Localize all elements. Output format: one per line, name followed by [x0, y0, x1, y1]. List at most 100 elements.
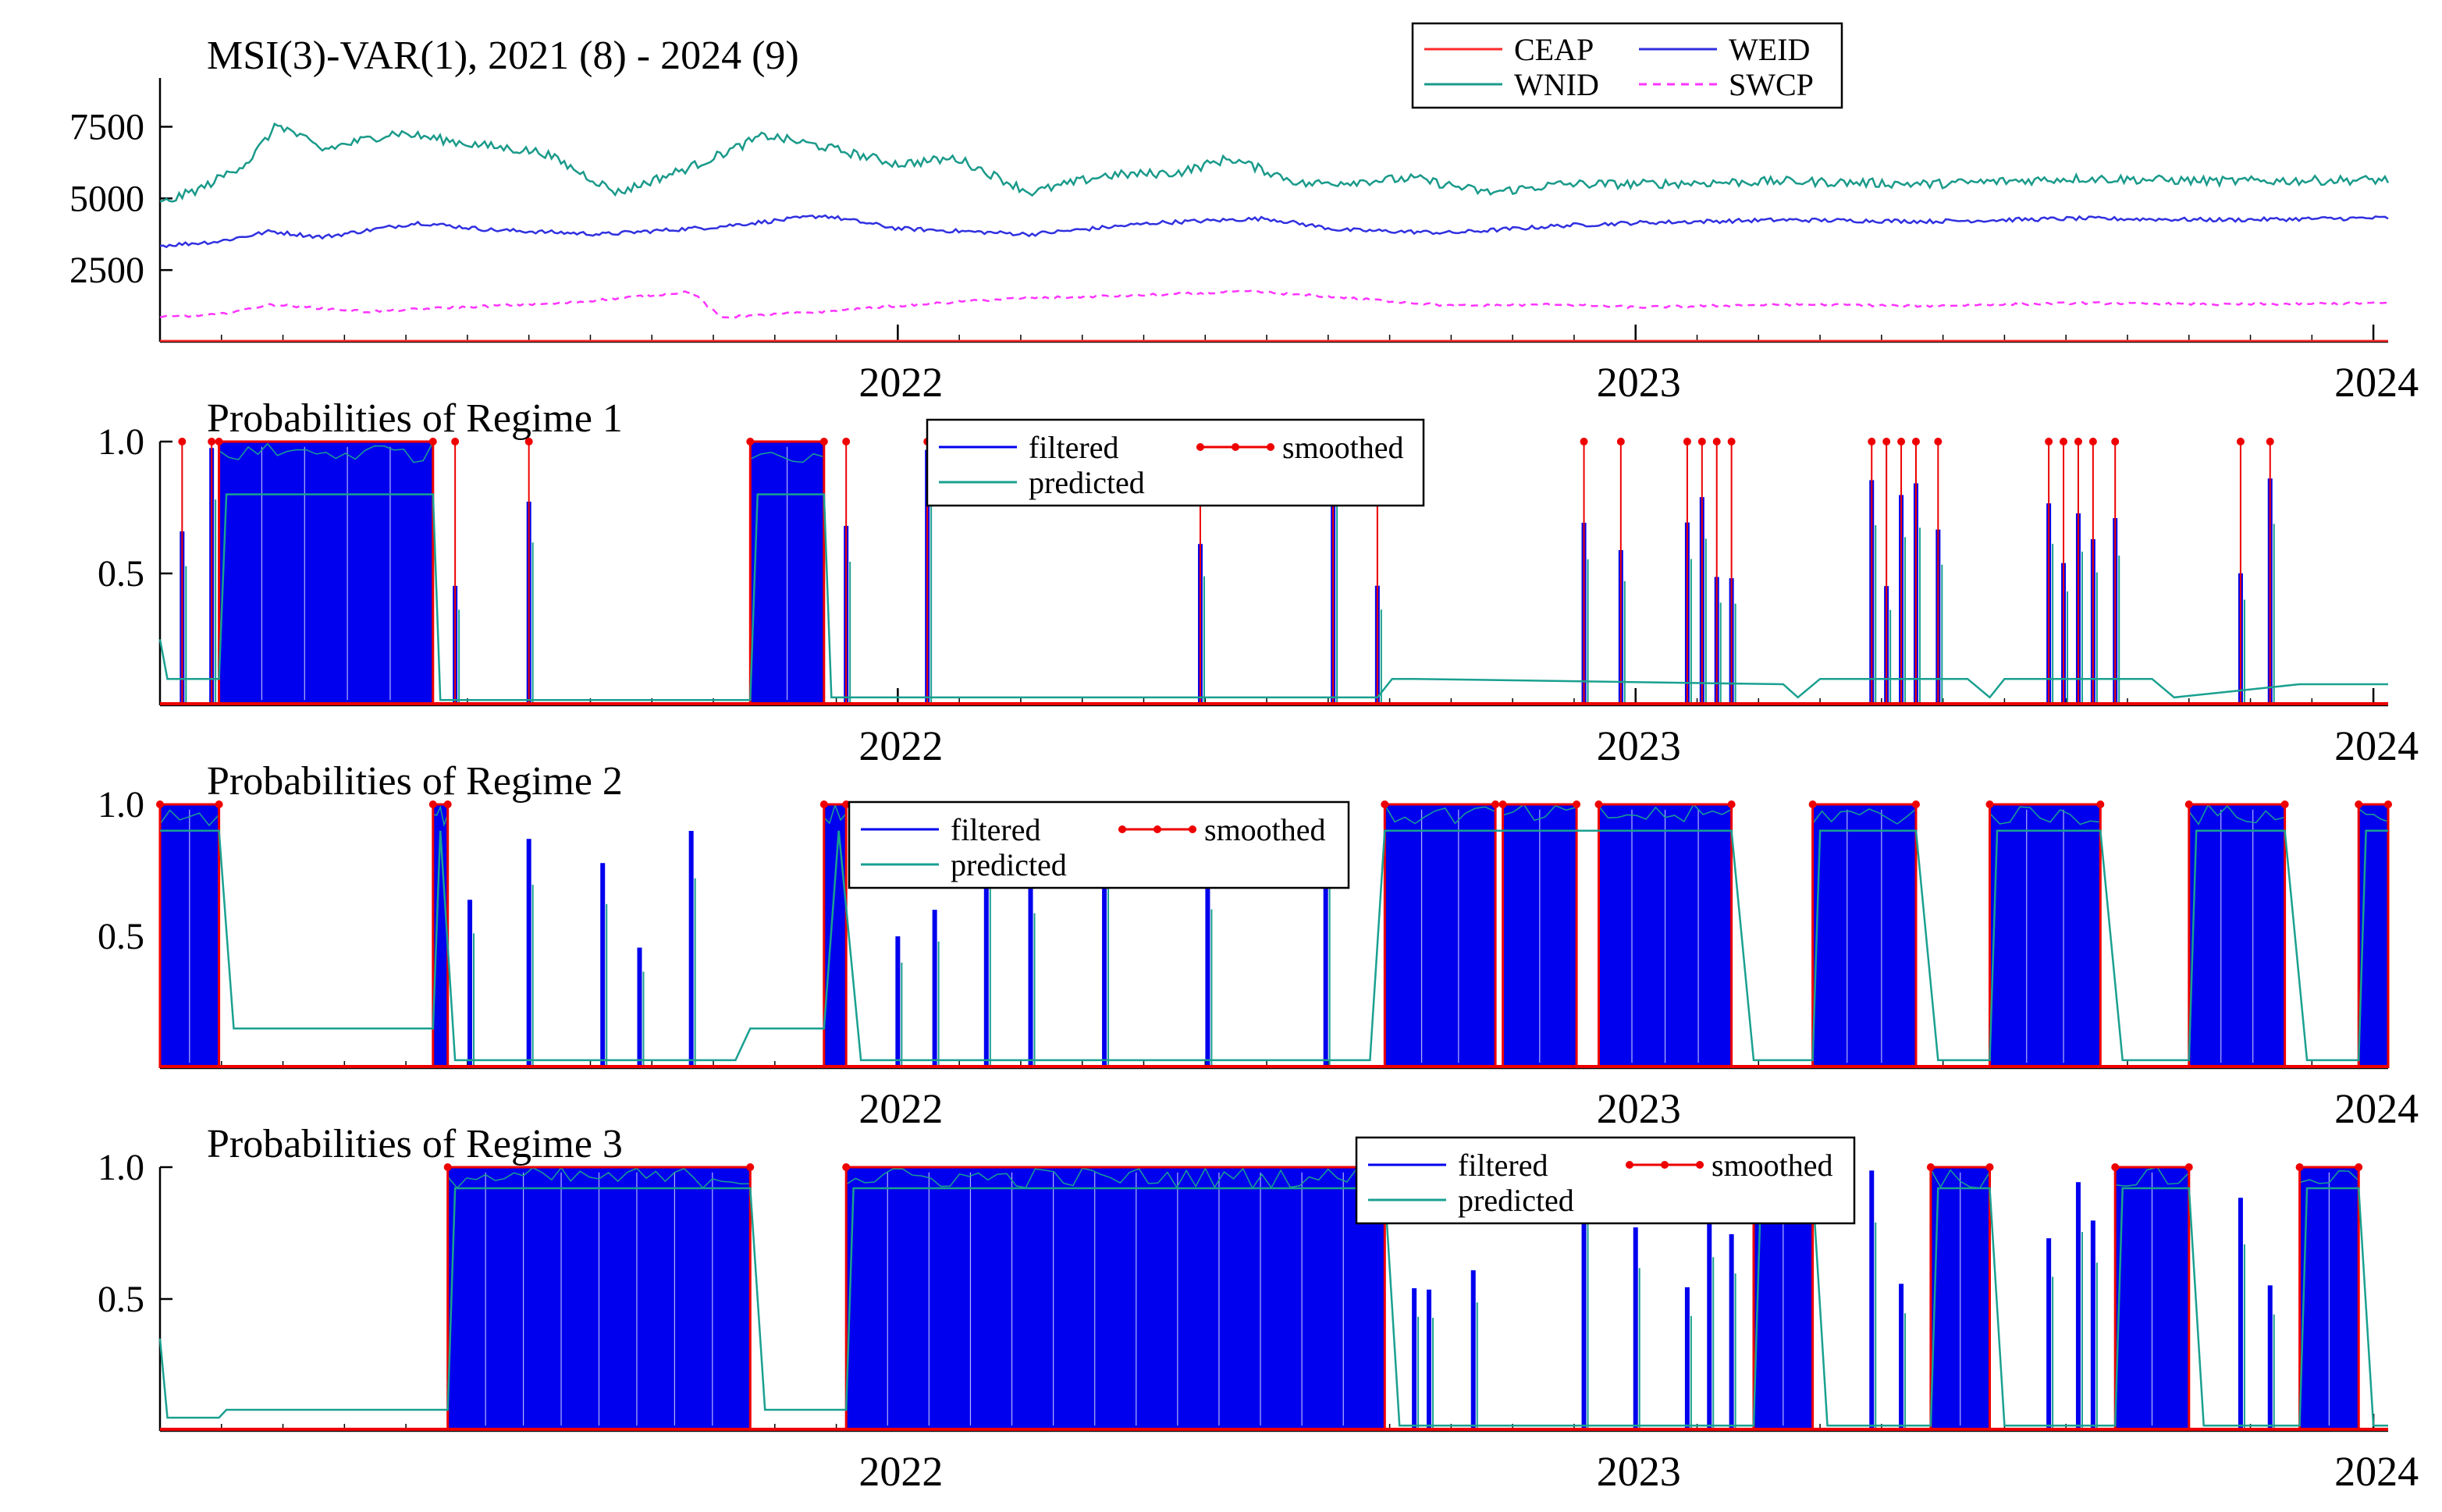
smoothed-point	[1683, 438, 1691, 445]
smoothed-point	[2045, 438, 2053, 445]
filtered-spike	[2075, 1182, 2081, 1431]
panel-series: MSI(3)-VAR(1), 2021 (8) - 2024 (9) 2500 …	[69, 22, 2419, 406]
filtered-spike	[467, 900, 473, 1068]
x-tick-label: 2023	[1597, 1085, 1681, 1132]
legend-label-filtered: filtered	[1029, 430, 1119, 465]
filtered-spike	[1205, 869, 1210, 1068]
smoothed-point	[1808, 800, 1817, 808]
smoothed-block	[748, 440, 826, 705]
x-tick-label: 2022	[858, 1085, 943, 1132]
filtered-spike	[688, 830, 694, 1068]
smoothed-point	[2236, 438, 2245, 445]
smoothed-point	[2074, 438, 2082, 445]
smoothed-block	[158, 803, 221, 1068]
smoothed-point	[1580, 438, 1588, 445]
filtered-block	[1989, 804, 2101, 1068]
filtered-edge	[1989, 806, 2101, 825]
smoothed-point	[1926, 1163, 1935, 1171]
panel-title: Probabilities of Regime 3	[207, 1122, 623, 1166]
legend: filtered smoothed predicted	[1355, 1136, 1856, 1225]
smoothed-point	[443, 800, 452, 808]
smoothed-point	[2355, 800, 2363, 808]
x-tick-label: 2022	[858, 1448, 943, 1495]
panel-regime-2: Probabilities of Regime 2 0.5 1.0 2022 2…	[98, 759, 2419, 1132]
filtered-edge	[219, 442, 434, 463]
smoothed-point	[842, 800, 851, 808]
smoothed-point	[215, 438, 223, 445]
smoothed-point	[819, 800, 828, 808]
smoothed-point	[1897, 438, 1906, 445]
smoothed-point	[443, 1163, 452, 1171]
y-tick-label: 1.0	[98, 784, 144, 825]
filtered-edge	[432, 805, 449, 827]
smoothed-point	[2060, 438, 2068, 445]
legend: filtered smoothed predicted	[926, 418, 1425, 507]
y-tick-label: 0.5	[98, 916, 144, 957]
legend-marker-smoothed	[1267, 443, 1274, 451]
smoothed-point	[2096, 800, 2105, 808]
legend-label-weid: WEID	[1729, 32, 1810, 67]
smoothed-block	[1383, 803, 1497, 1068]
smoothed-block	[823, 803, 848, 1068]
y-tick-labels: 2500 5000 7500	[69, 106, 144, 291]
smoothed-point	[2184, 1163, 2193, 1171]
smoothed-point	[178, 438, 187, 445]
filtered-block	[823, 804, 847, 1068]
filtered-spike	[1102, 817, 1107, 1068]
x-tick-label: 2022	[858, 722, 943, 769]
smoothed-point	[215, 800, 223, 808]
smoothed-point	[1911, 800, 1920, 808]
legend-marker-smoothed	[1696, 1161, 1704, 1169]
filtered-edge	[159, 809, 220, 827]
filtered-block	[1385, 804, 1496, 1068]
filtered-spike	[1470, 1270, 1476, 1431]
legend-box	[848, 800, 1350, 889]
y-tick-label: 2500	[69, 250, 144, 291]
filtered-spike	[2046, 1238, 2052, 1431]
legend-label-swcp: SWCP	[1729, 67, 1814, 102]
x-tick-label: 2024	[2334, 359, 2419, 406]
y-tick-label: 1.0	[98, 421, 144, 463]
filtered-edge	[2188, 804, 2285, 825]
smoothed-point	[2384, 800, 2392, 808]
legend-label-smoothed: smoothed	[1712, 1148, 1833, 1183]
y-tick-label: 5000	[69, 178, 144, 219]
filtered-spike	[1323, 812, 1328, 1068]
predicted-line	[158, 493, 2388, 701]
smoothed-block	[1502, 803, 1578, 1068]
filtered-edge	[1502, 804, 1577, 822]
panel-regime-1: Probabilities of Regime 1 0.5 1.0 2022 2…	[98, 396, 2419, 769]
smoothed-point	[1573, 800, 1581, 808]
filtered-spike	[1707, 1213, 1712, 1431]
filtered-block	[2188, 804, 2285, 1068]
smoothed-block	[2113, 1166, 2191, 1431]
filtered-spike	[932, 910, 937, 1068]
smoothed-point	[1868, 438, 1876, 445]
legend-marker-smoothed	[1626, 1161, 1633, 1169]
smoothed-point	[1985, 1163, 1994, 1171]
smoothed-point	[1594, 800, 1603, 808]
y-tick-label: 0.5	[98, 553, 144, 595]
legend-label-smoothed: smoothed	[1204, 812, 1326, 847]
panel-title: Probabilities of Regime 2	[207, 759, 623, 804]
regime-marks	[158, 1163, 2388, 1431]
smoothed-point	[1911, 438, 1920, 445]
smoothed-point	[208, 438, 216, 445]
filtered-spike	[1581, 1169, 1587, 1431]
filtered-spike	[526, 839, 531, 1068]
y-tick-label: 0.5	[98, 1279, 144, 1320]
x-tick-label: 2023	[1597, 359, 1681, 406]
legend-label-filtered: filtered	[951, 812, 1041, 847]
filtered-edge	[2115, 1166, 2190, 1187]
smoothed-block	[1989, 803, 2102, 1068]
smoothed-point	[2295, 1163, 2304, 1171]
legend-label-wnid: WNID	[1514, 67, 1599, 102]
x-tick-labels: 2022 2023 2024	[858, 359, 2419, 406]
legend-label-predicted: predicted	[951, 847, 1067, 882]
filtered-edge	[845, 1166, 1385, 1190]
x-tick-label: 2024	[2334, 1448, 2419, 1495]
x-tick-labels: 2022 2023 2024	[858, 722, 2419, 769]
filtered-spike	[2238, 1198, 2243, 1431]
smoothed-point	[819, 438, 828, 445]
filtered-spike	[1427, 1289, 1432, 1431]
